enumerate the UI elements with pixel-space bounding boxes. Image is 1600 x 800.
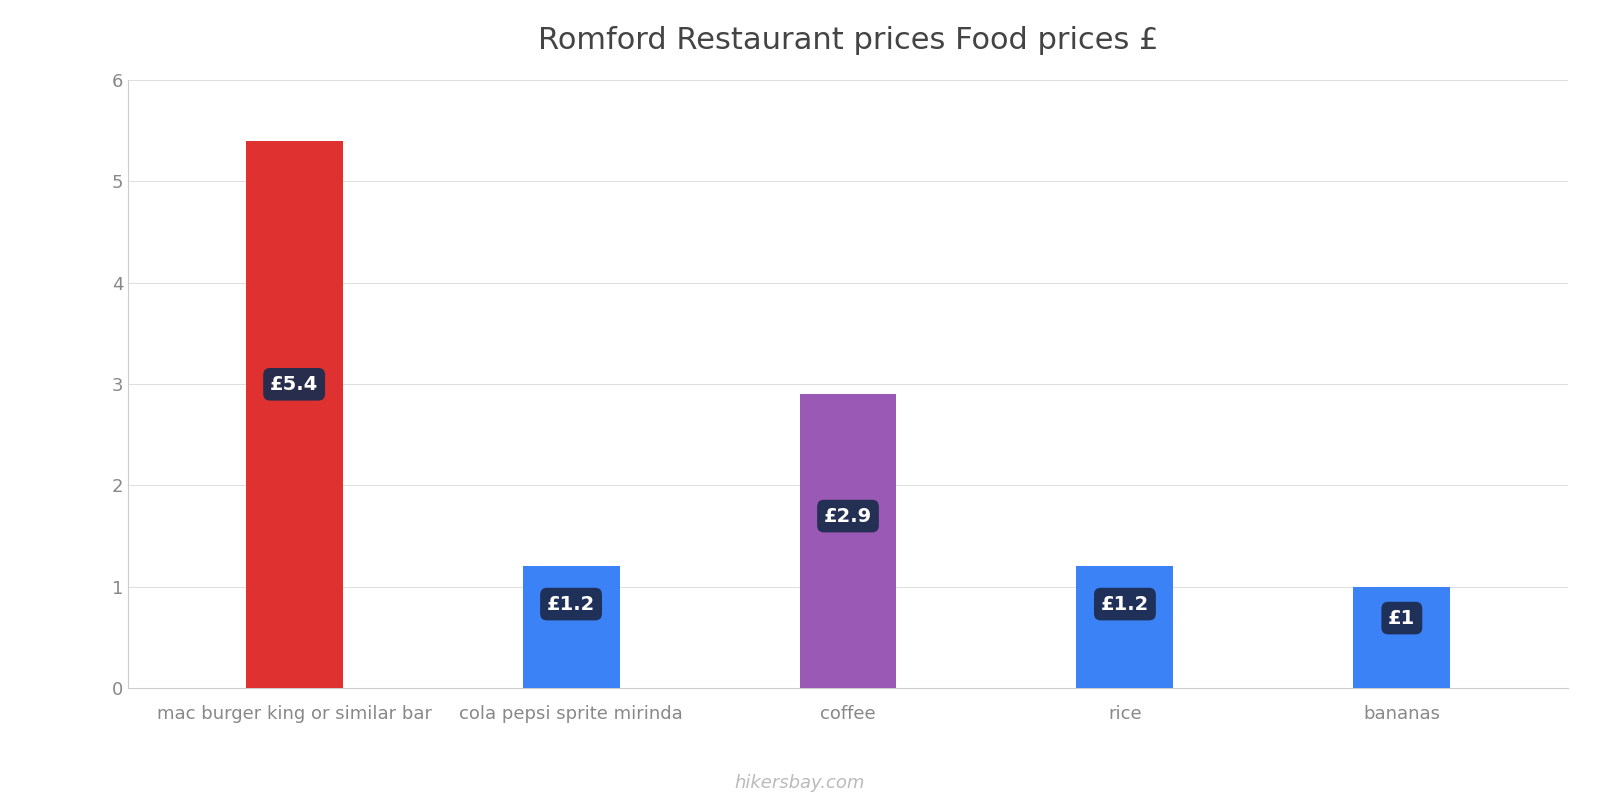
Text: £1.2: £1.2 <box>547 594 595 614</box>
Bar <box>1077 566 1173 688</box>
Text: £2.9: £2.9 <box>824 506 872 526</box>
Bar <box>1354 586 1450 688</box>
Text: £5.4: £5.4 <box>270 375 318 394</box>
Text: £1.2: £1.2 <box>1101 594 1149 614</box>
Bar <box>523 566 619 688</box>
Text: hikersbay.com: hikersbay.com <box>734 774 866 792</box>
Title: Romford Restaurant prices Food prices £: Romford Restaurant prices Food prices £ <box>538 26 1158 55</box>
Bar <box>246 141 342 688</box>
Text: £1: £1 <box>1389 609 1416 627</box>
Bar <box>800 394 896 688</box>
